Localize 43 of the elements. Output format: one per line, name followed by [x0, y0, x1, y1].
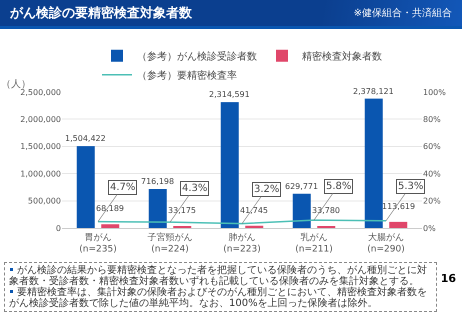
y-tick-label: 1,000,000 — [20, 169, 61, 178]
text: がん検診の結果から要精密検査となった者を把握している保険者のうち、がん種別ごとに対象者数・受診者数・精密検査対象者数いずれも記載している保険者のみを集計対象とする。 — [9, 265, 427, 287]
data-label: 5.3% — [398, 181, 424, 192]
data-label: 1,504,422 — [65, 134, 106, 143]
chart-subtitle: ※健保組合・共済組合 — [354, 6, 452, 20]
y2-tick-label: 100% — [423, 88, 446, 97]
data-label: 716,198 — [141, 177, 174, 186]
bar — [101, 224, 120, 228]
chart-title: がん検診の要精密検査対象者数 — [10, 4, 192, 22]
text: 要精密検査率は、集計対象の保険者およびそのがん種別ごとにおいて、精密検査対象者数をがん検診受診者数で除した値の単純平均。なお、100%を上回った保険者は除外。 — [9, 287, 427, 309]
x-tick-label: 乳がん(n=211) — [295, 232, 333, 254]
data-label: 3.2% — [254, 184, 280, 195]
legend-label: （参考）がん検診受診者数 — [137, 50, 257, 63]
y2-tick-label: 80% — [423, 115, 442, 124]
y-tick-label: 2,500,000 — [20, 88, 61, 97]
bar — [389, 222, 408, 228]
bar — [364, 98, 383, 228]
data-label: 2,378,121 — [353, 87, 394, 96]
legend-label: （参考）要精密検査率 — [137, 70, 237, 82]
data-label: 4.3% — [182, 183, 208, 194]
y-tick-label: 0 — [56, 224, 61, 233]
y2-tick-label: 40% — [423, 169, 442, 178]
x-tick-label: 大腸がん(n=290) — [367, 232, 405, 254]
data-label: 629,771 — [285, 182, 318, 191]
y2-tick-label: 20% — [423, 196, 442, 206]
bar — [148, 189, 167, 228]
text: 16 — [440, 271, 457, 285]
data-label: 4.7% — [110, 182, 136, 193]
y-tick-label: 2,000,000 — [20, 115, 61, 124]
data-label: 5.8% — [326, 181, 352, 192]
y2-tick-label: 0% — [423, 224, 436, 233]
x-tick-label: 胃がん(n=235) — [79, 232, 117, 254]
legend-label: 精密検査対象者数 — [302, 50, 382, 63]
y2-tick-label: 60% — [423, 142, 442, 152]
y-tick-label: 500,000 — [28, 196, 61, 206]
x-tick-label: 子宮頸がん(n=224) — [148, 232, 192, 254]
bar — [292, 194, 311, 228]
y-tick-label: 1,500,000 — [20, 142, 61, 152]
x-tick-label: 肺がん(n=223) — [223, 232, 261, 254]
bar — [220, 102, 239, 228]
bar — [76, 146, 95, 228]
data-label: 2,314,591 — [209, 90, 250, 99]
y-axis-title: （人） — [1, 79, 31, 90]
